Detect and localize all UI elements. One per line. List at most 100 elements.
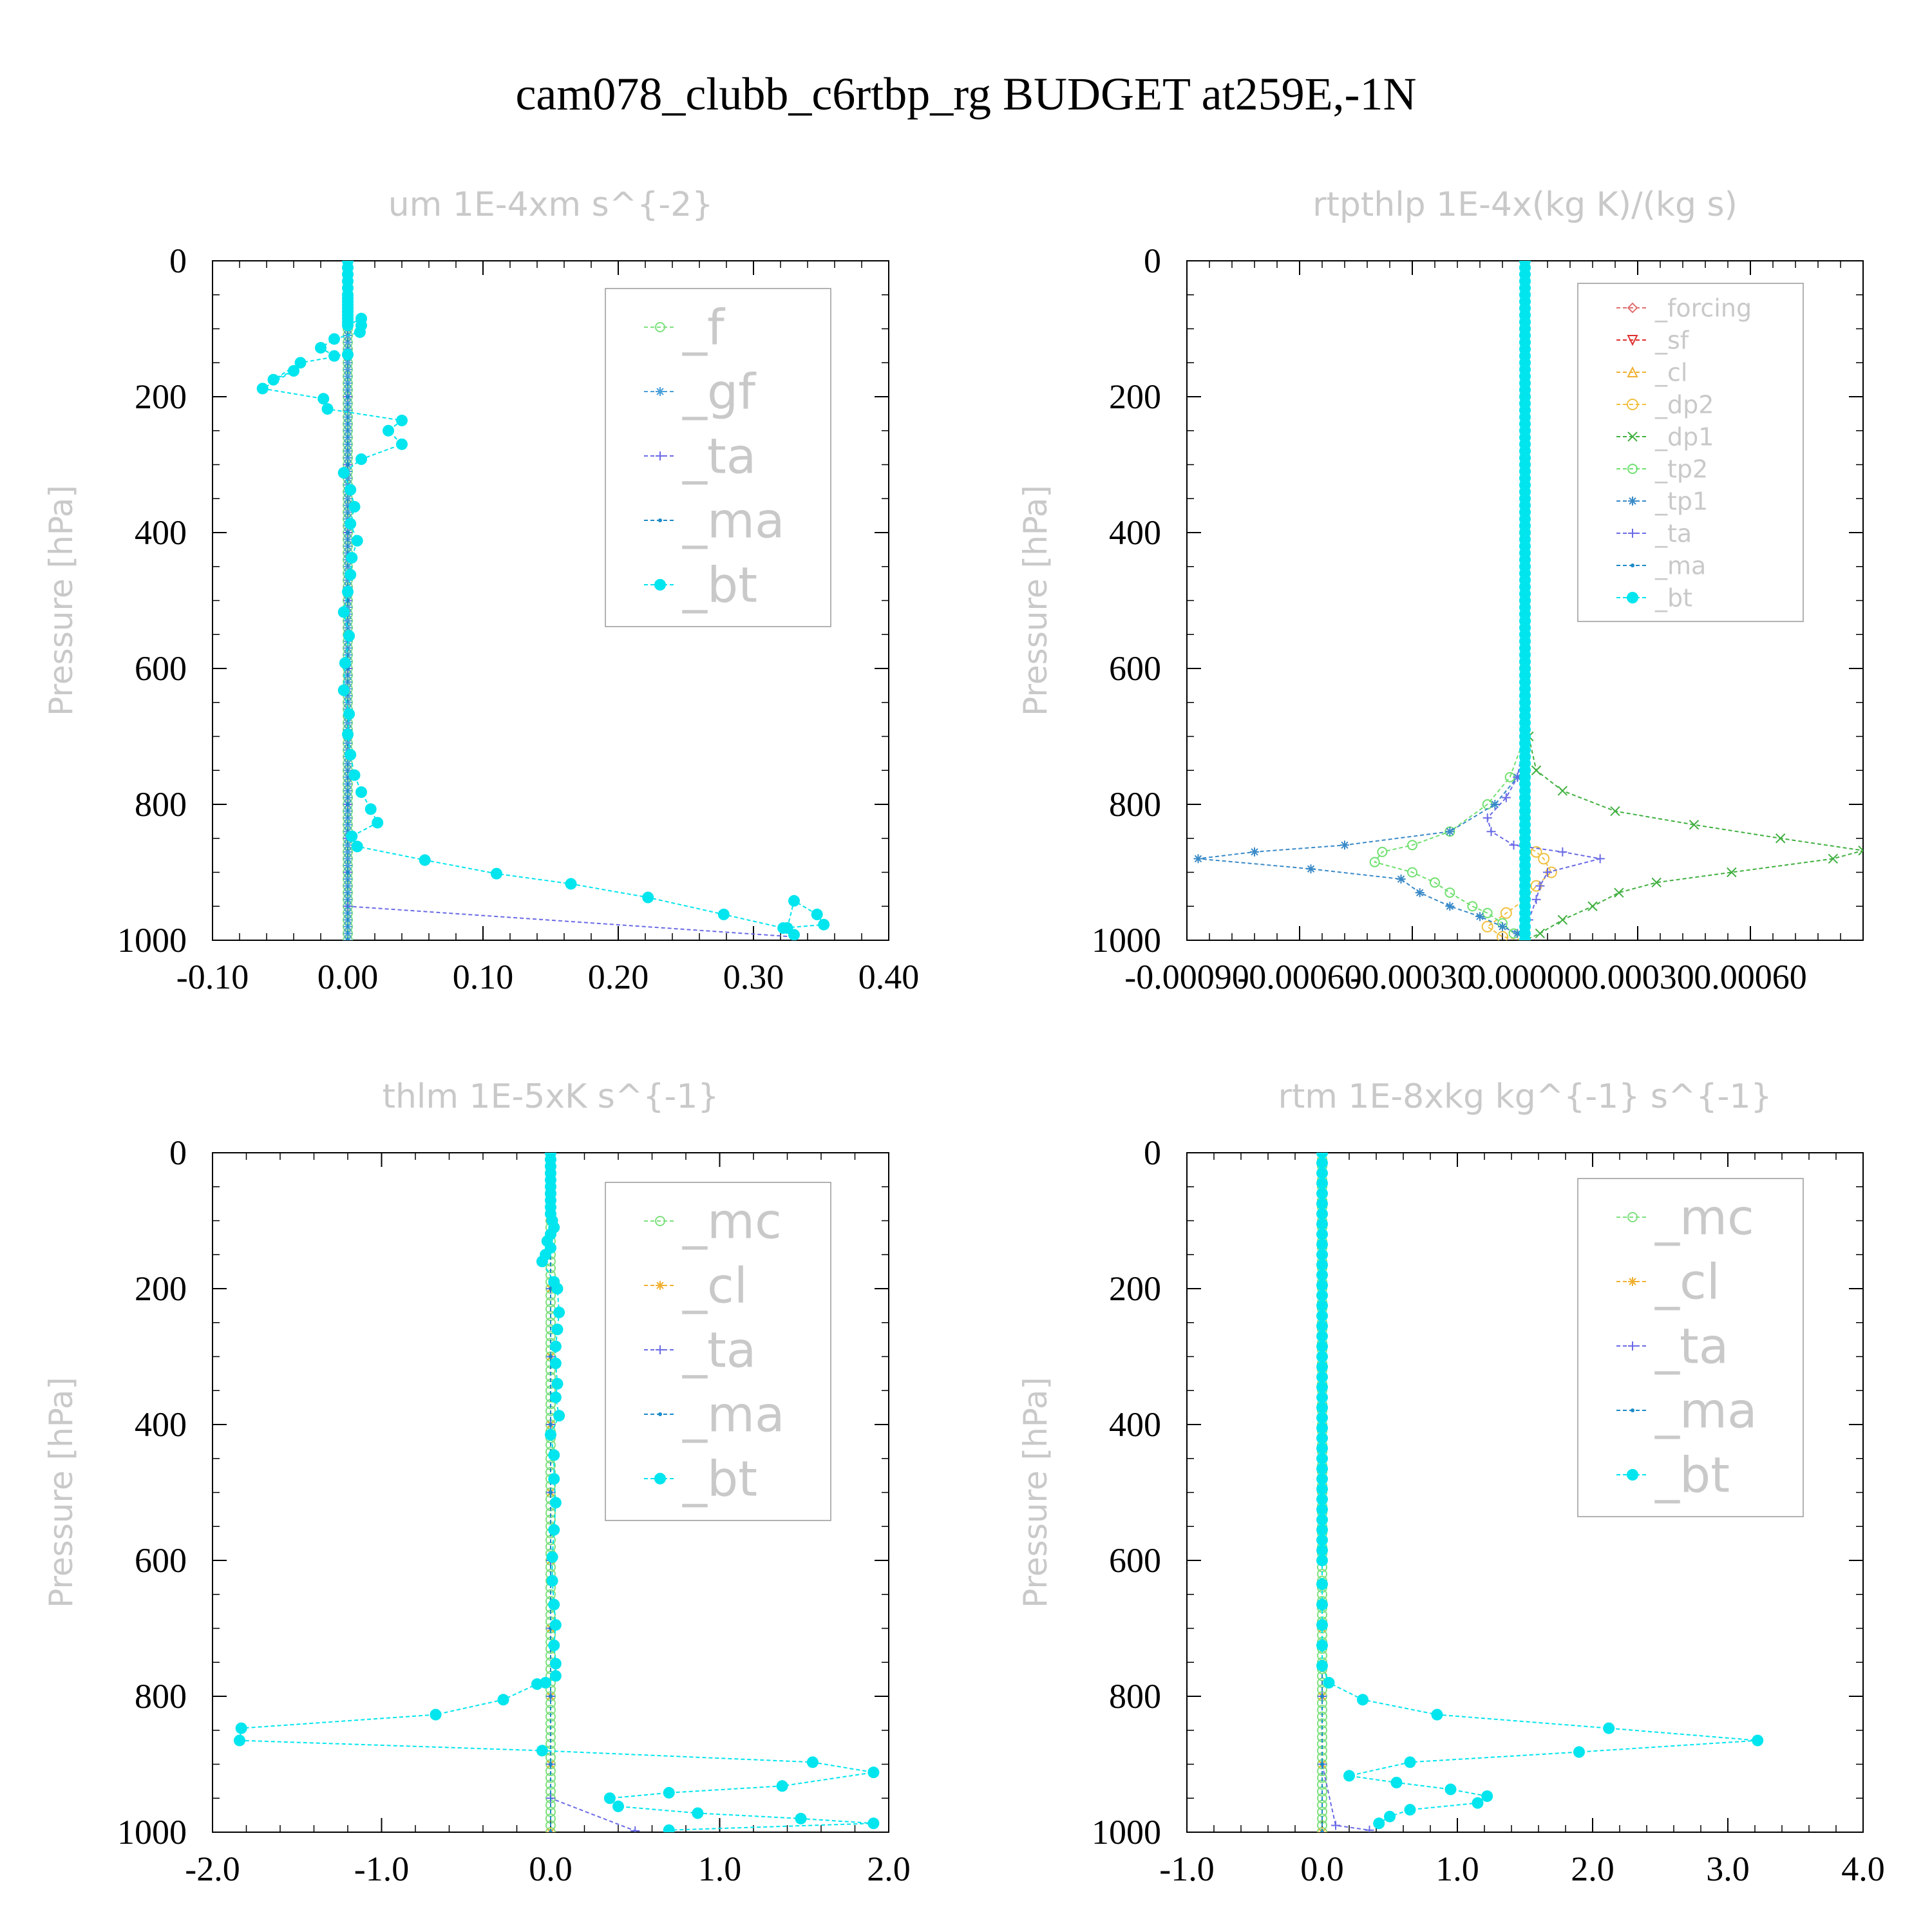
point-ta xyxy=(1535,881,1545,891)
y-tick-label: 1000 xyxy=(1092,1813,1161,1852)
point-bt xyxy=(1316,1188,1328,1200)
point-tp2 xyxy=(1407,840,1417,851)
point-bt xyxy=(346,552,358,564)
point-bt xyxy=(365,803,377,815)
point-gf xyxy=(343,623,352,632)
legend-label: _ma xyxy=(1654,1382,1757,1439)
point-bt xyxy=(642,891,654,904)
legend: _mc _cl _ta _ma _bt xyxy=(1577,1178,1804,1517)
legend-marker xyxy=(656,387,665,396)
point-bt xyxy=(1323,1676,1335,1689)
point-bt xyxy=(355,786,367,799)
y-tick-label: 200 xyxy=(1109,377,1161,416)
point-bt xyxy=(1316,1340,1328,1352)
legend-label: _ta xyxy=(682,1321,756,1379)
point-ma xyxy=(549,1287,553,1291)
x-tick-label: 0.00030 xyxy=(1581,958,1694,996)
point-bt xyxy=(234,1734,245,1747)
legend-label: _gf xyxy=(682,363,757,421)
legend-marker xyxy=(655,322,665,332)
point-tp1 xyxy=(1513,929,1522,938)
point-bt xyxy=(321,402,334,415)
point-bt xyxy=(1444,1783,1457,1795)
y-tick-label: 800 xyxy=(135,1677,187,1716)
point-bt xyxy=(549,1658,562,1670)
point-bt xyxy=(551,1378,564,1390)
point-bt xyxy=(396,438,408,450)
x-tick-label: 0.10 xyxy=(453,958,514,996)
point-bt xyxy=(383,424,394,437)
point-bt xyxy=(235,1722,247,1734)
point-ta xyxy=(1531,895,1541,904)
point-dp2 xyxy=(1538,853,1550,865)
point-bt xyxy=(1316,1442,1328,1454)
point-bt xyxy=(549,1619,562,1631)
point-dp1 xyxy=(1727,867,1737,878)
point-bt xyxy=(1573,1746,1585,1758)
series-line-dp1 xyxy=(1524,261,1863,940)
point-bt xyxy=(1404,1804,1416,1816)
point-gf xyxy=(343,718,352,728)
panel-title: rtpthlp 1E-4x(kg K)/(kg s) xyxy=(1312,185,1738,224)
point-gf xyxy=(343,500,352,510)
legend-marker xyxy=(656,451,665,460)
x-tick-label: 2.0 xyxy=(867,1850,911,1888)
series-line-tp2 xyxy=(1373,261,1526,940)
legend-label: _bt xyxy=(682,1450,757,1508)
point-bt xyxy=(1316,1544,1328,1557)
point-bt xyxy=(717,908,730,920)
point-ta xyxy=(1509,840,1519,850)
point-bt xyxy=(1316,1289,1328,1302)
x-tick-label: 0.40 xyxy=(858,958,920,996)
point-bt xyxy=(1316,1452,1328,1464)
point-dp1 xyxy=(1689,819,1700,830)
legend: _f _gf _ta _ma _bt xyxy=(605,288,831,627)
series-line-tp1 xyxy=(1198,261,1526,940)
point-bt xyxy=(548,1473,560,1485)
point-bt xyxy=(328,333,340,345)
point-bt xyxy=(337,606,350,618)
point-bt xyxy=(546,1575,558,1587)
y-tick-label: 600 xyxy=(135,649,187,688)
legend-box xyxy=(1577,283,1804,622)
point-tp2 xyxy=(1444,887,1455,898)
point-gf xyxy=(343,860,352,870)
point-bt xyxy=(548,1524,560,1536)
point-gf xyxy=(343,616,352,626)
legend-label: _bt xyxy=(682,556,757,614)
point-bt xyxy=(1316,1619,1328,1631)
x-tick-label: -0.00090 xyxy=(1124,958,1249,996)
point-gf xyxy=(343,603,352,612)
x-tick-label: 2.0 xyxy=(1571,1850,1615,1888)
point-ta xyxy=(1595,854,1605,864)
x-tick-label: -0.10 xyxy=(176,958,249,996)
legend-box xyxy=(605,1182,831,1521)
point-ma xyxy=(346,870,350,875)
point-gf xyxy=(343,854,352,864)
point-bt xyxy=(343,630,355,642)
point-tp1 xyxy=(1445,902,1455,911)
point-bt xyxy=(1316,1259,1328,1271)
point-bt xyxy=(345,748,357,761)
series-layer xyxy=(256,261,830,940)
x-tick-label: 3.0 xyxy=(1706,1850,1750,1888)
point-bt xyxy=(1472,1797,1484,1809)
panel-title: rtm 1E-8xkg kg^{-1} s^{-1} xyxy=(1278,1077,1772,1116)
y-axis-label: Pressure [hPa] xyxy=(1017,485,1054,716)
legend-marker xyxy=(1627,302,1638,314)
point-bt xyxy=(1316,1238,1328,1251)
legend-label: _forcing xyxy=(1654,294,1752,322)
point-bt xyxy=(553,1410,565,1422)
point-dp1 xyxy=(1557,786,1568,796)
point-bt xyxy=(1316,1330,1328,1342)
y-tick-label: 600 xyxy=(135,1541,187,1580)
point-bt xyxy=(267,374,279,386)
point-bt xyxy=(1752,1734,1764,1747)
point-bt xyxy=(1316,1483,1328,1495)
legend-label: _bt xyxy=(1654,1446,1730,1504)
legend-box xyxy=(1577,1178,1804,1517)
legend-marker xyxy=(1628,1341,1637,1350)
point-bt xyxy=(536,1745,548,1757)
point-bt xyxy=(1404,1756,1416,1768)
point-ma xyxy=(1320,1830,1324,1832)
